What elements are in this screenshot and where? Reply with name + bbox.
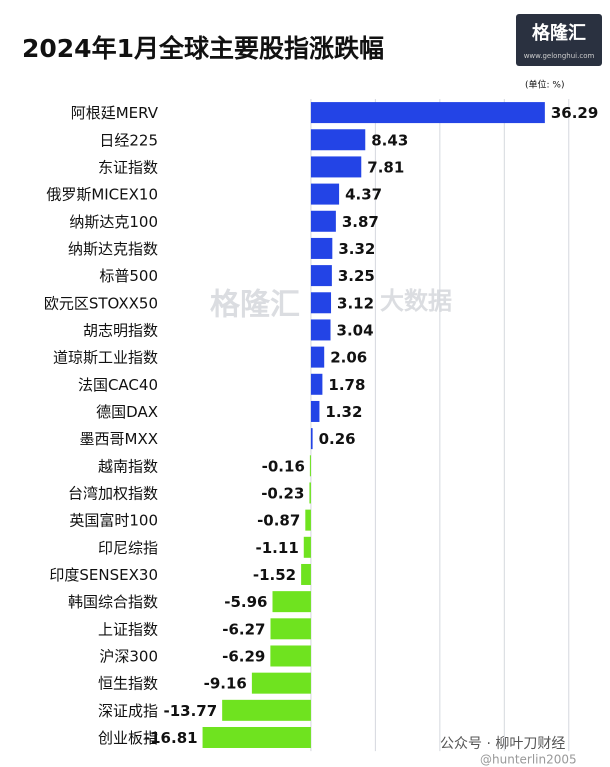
value-label: -0.87: [257, 512, 300, 530]
category-label: 创业板指: [98, 729, 158, 747]
bar: [303, 536, 311, 558]
category-label: 上证指数: [98, 620, 158, 638]
category-label: 德国DAX: [96, 403, 158, 421]
category-label: 沪深300: [99, 647, 158, 665]
bar: [310, 210, 336, 232]
value-label: 0.26: [319, 430, 356, 448]
value-label: 3.04: [337, 321, 374, 339]
value-label: 7.81: [367, 158, 404, 176]
bar: [310, 102, 545, 124]
value-label: 1.78: [328, 376, 365, 394]
value-label: 8.43: [371, 131, 408, 149]
value-label: 3.32: [338, 240, 375, 258]
value-label: -16.81: [144, 729, 198, 747]
logo: 格隆汇: [532, 22, 586, 44]
bar: [310, 156, 362, 178]
value-label: -0.23: [261, 484, 304, 502]
category-label: 印尼综指: [98, 539, 158, 557]
bar: [270, 645, 311, 667]
value-label: -6.27: [222, 620, 265, 638]
category-label: 胡志明指数: [83, 321, 158, 339]
category-label: 纳斯达克指数: [68, 240, 158, 258]
value-label: -1.52: [253, 566, 296, 584]
logo-site: www.gelonghui.com: [524, 52, 595, 60]
value-label: -5.96: [224, 593, 267, 611]
bar: [301, 563, 311, 585]
bar: [310, 319, 331, 341]
category-label: 纳斯达克100: [69, 213, 158, 231]
category-label: 东证指数: [98, 158, 158, 176]
bar: [272, 591, 311, 613]
category-label: 台湾加权指数: [68, 484, 158, 502]
value-label: -13.77: [163, 702, 217, 720]
category-label: 英国富时100: [69, 512, 158, 530]
unit-label: (单位: %): [525, 79, 564, 91]
value-label: 3.87: [342, 213, 379, 231]
value-label: 36.29: [551, 104, 598, 122]
category-label: 法国CAC40: [78, 376, 158, 394]
category-label: 恒生指数: [98, 675, 158, 693]
category-label: 越南指数: [98, 457, 158, 475]
category-label: 印度SENSEX30: [49, 566, 158, 584]
category-label: 墨西哥MXX: [80, 430, 159, 448]
footer-handle: @hunterlin2005: [480, 753, 577, 767]
footer: 公众号 · 柳叶刀财经: [440, 735, 565, 752]
category-label: 深证成指: [98, 702, 158, 720]
bar: [251, 672, 311, 694]
bar: [310, 292, 332, 314]
bar: [310, 129, 366, 151]
value-label: -1.11: [256, 539, 299, 557]
category-label: 道琼斯工业指数: [53, 349, 158, 367]
watermark-right: 大数据: [380, 287, 452, 315]
bar: [310, 428, 313, 450]
bar: [310, 400, 320, 422]
bar: [309, 482, 311, 504]
category-label: 俄罗斯MICEX10: [46, 186, 158, 204]
value-label: -6.29: [222, 647, 265, 665]
category-label: 欧元区STOXX50: [44, 294, 158, 312]
value-label: 4.37: [345, 186, 382, 204]
value-label: 1.32: [325, 403, 362, 421]
value-label: 3.25: [338, 267, 375, 285]
watermark: 格隆汇: [210, 288, 300, 323]
bar: [310, 237, 333, 259]
category-label: 标普500: [99, 267, 158, 285]
bar: [310, 183, 340, 205]
bar: [309, 455, 311, 477]
value-label: 2.06: [330, 349, 367, 367]
bar: [310, 265, 332, 287]
bar: [310, 373, 323, 395]
logo-box: [516, 14, 602, 66]
bar: [222, 699, 311, 721]
category-label: 韩国综合指数: [68, 593, 158, 611]
bar: [305, 509, 311, 531]
category-label: 阿根廷MERV: [71, 104, 159, 122]
bar: [270, 618, 311, 640]
bar: [310, 346, 325, 368]
category-label: 日经225: [99, 131, 158, 149]
bar: [202, 726, 311, 748]
value-label: -0.16: [262, 457, 305, 475]
value-label: -9.16: [204, 675, 247, 693]
value-label: 3.12: [337, 294, 374, 312]
chart-title: 2024年1月全球主要股指涨跌幅: [22, 34, 384, 63]
